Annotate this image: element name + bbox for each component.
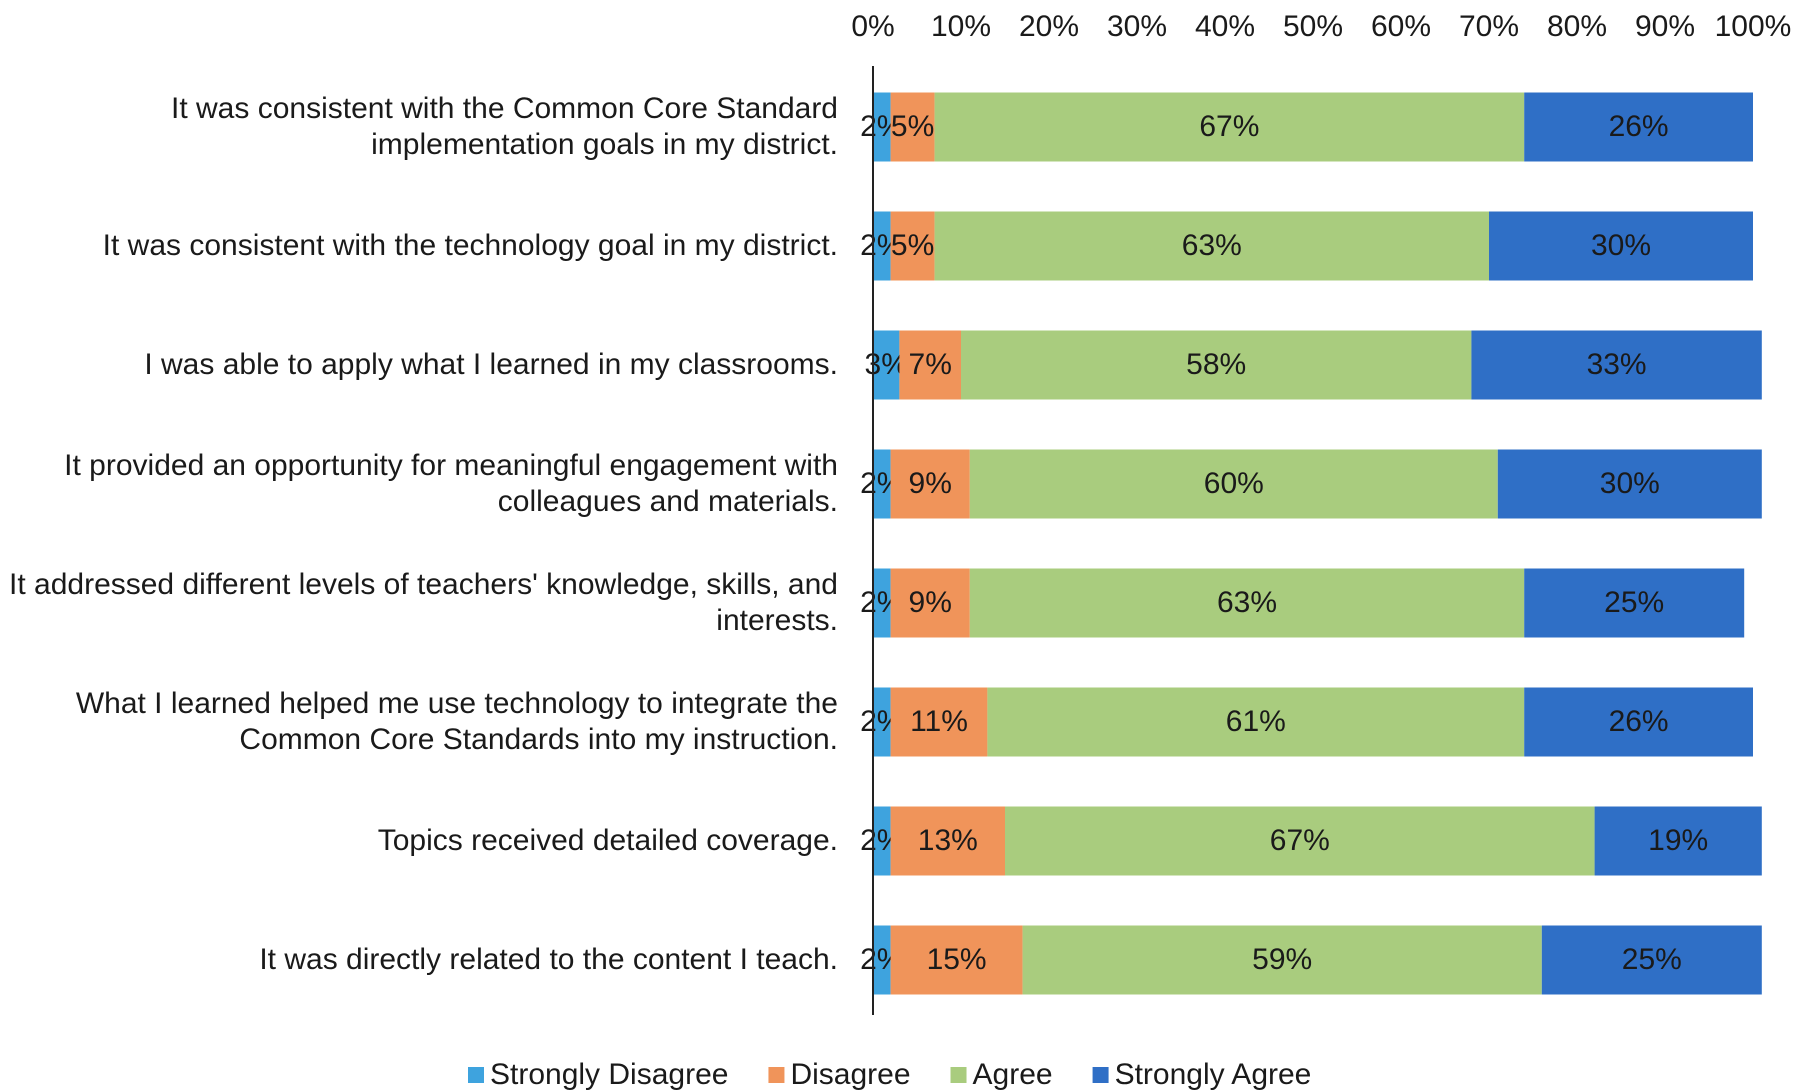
bar-segment bbox=[890, 925, 1023, 995]
data-label: 13% bbox=[918, 824, 978, 857]
data-label: 5% bbox=[891, 110, 934, 143]
category-label: It was consistent with the Common Core S… bbox=[171, 92, 838, 161]
category-label: I was able to apply what I learned in my… bbox=[144, 348, 838, 381]
x-tick-label: 40% bbox=[1195, 10, 1255, 43]
category-label: Topics received detailed coverage. bbox=[377, 824, 838, 857]
data-label: 5% bbox=[891, 229, 934, 262]
bar-segment bbox=[1594, 806, 1762, 876]
bar-segment bbox=[1022, 925, 1542, 995]
legend-swatch bbox=[950, 1067, 967, 1083]
legend-label: Agree bbox=[973, 1058, 1053, 1091]
bar-segment bbox=[873, 925, 891, 995]
legend-swatch bbox=[1092, 1067, 1109, 1083]
data-label: 30% bbox=[1600, 467, 1660, 500]
category-label: It provided an opportunity for meaningfu… bbox=[64, 449, 838, 518]
data-label: 11% bbox=[910, 705, 968, 738]
data-label: 25% bbox=[1622, 943, 1682, 976]
bar-segment bbox=[873, 92, 891, 162]
bar-segment bbox=[961, 330, 1472, 400]
bar-segment bbox=[1005, 806, 1595, 876]
bar-segment bbox=[1489, 211, 1753, 281]
data-label: 63% bbox=[1217, 586, 1277, 619]
legend-swatch bbox=[768, 1067, 785, 1083]
data-label: 25% bbox=[1604, 586, 1664, 619]
data-label: 63% bbox=[1182, 229, 1242, 262]
data-label: 15% bbox=[927, 943, 987, 976]
legend-label: Strongly Agree bbox=[1115, 1058, 1312, 1091]
bar-segment bbox=[969, 568, 1525, 638]
x-tick-label: 100% bbox=[1715, 10, 1792, 43]
bar-segment bbox=[873, 449, 891, 519]
data-label: 33% bbox=[1587, 348, 1647, 381]
data-label: 67% bbox=[1270, 824, 1330, 857]
bar-segment bbox=[1524, 687, 1753, 757]
data-label: 67% bbox=[1199, 110, 1259, 143]
data-label: 7% bbox=[909, 348, 952, 381]
bar-segment bbox=[873, 806, 891, 876]
x-tick-label: 70% bbox=[1459, 10, 1519, 43]
legend-label: Strongly Disagree bbox=[490, 1058, 728, 1091]
bar-segment bbox=[873, 211, 891, 281]
bar-segment bbox=[1524, 568, 1745, 638]
category-label: It was directly related to the content I… bbox=[259, 943, 838, 976]
data-label: 30% bbox=[1591, 229, 1651, 262]
bar-segment bbox=[1497, 449, 1762, 519]
bar-segment bbox=[873, 687, 891, 757]
data-label: 19% bbox=[1648, 824, 1708, 857]
bar-segment bbox=[890, 211, 935, 281]
data-label: 26% bbox=[1609, 110, 1669, 143]
bar-segment bbox=[899, 330, 961, 400]
legend-label: Disagree bbox=[790, 1058, 910, 1091]
data-label: 59% bbox=[1252, 943, 1312, 976]
category-label: It was consistent with the technology go… bbox=[102, 229, 838, 262]
data-label: 9% bbox=[909, 586, 952, 619]
category-label: What I learned helped me use technology … bbox=[75, 687, 838, 756]
bar-segment bbox=[1471, 330, 1762, 400]
bar-segment bbox=[890, 92, 935, 162]
bar-segment bbox=[873, 568, 891, 638]
x-tick-label: 90% bbox=[1635, 10, 1695, 43]
bar-segment bbox=[934, 211, 1489, 281]
bar-segment bbox=[1541, 925, 1762, 995]
bar-segment bbox=[890, 568, 970, 638]
x-tick-label: 60% bbox=[1371, 10, 1431, 43]
data-label: 60% bbox=[1204, 467, 1264, 500]
data-label: 58% bbox=[1186, 348, 1246, 381]
bar-segment bbox=[934, 92, 1525, 162]
x-tick-label: 50% bbox=[1283, 10, 1343, 43]
category-label: It addressed different levels of teacher… bbox=[9, 568, 838, 637]
x-tick-label: 20% bbox=[1019, 10, 1079, 43]
bar-segment bbox=[873, 330, 900, 400]
bar-segment bbox=[890, 687, 988, 757]
x-tick-label: 30% bbox=[1107, 10, 1167, 43]
data-label: 9% bbox=[909, 467, 952, 500]
x-tick-label: 0% bbox=[851, 10, 894, 43]
x-tick-label: 10% bbox=[931, 10, 991, 43]
bar-segment bbox=[890, 449, 970, 519]
bar-segment bbox=[890, 806, 1005, 876]
x-tick-label: 80% bbox=[1547, 10, 1607, 43]
data-label: 61% bbox=[1226, 705, 1286, 738]
bar-segment bbox=[987, 687, 1525, 757]
data-label: 26% bbox=[1609, 705, 1669, 738]
bar-segment bbox=[1524, 92, 1753, 162]
bar-segment bbox=[969, 449, 1498, 519]
legend-swatch bbox=[468, 1067, 484, 1083]
